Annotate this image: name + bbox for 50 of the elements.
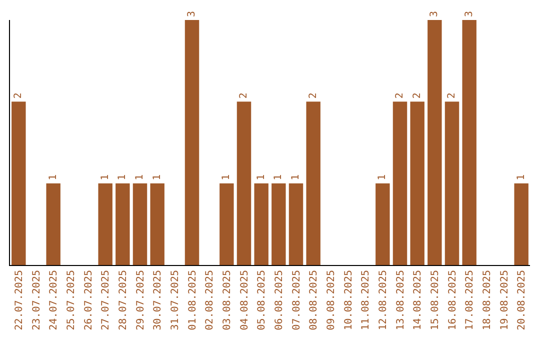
- x-tick-label: 17.08.2025: [464, 270, 476, 330]
- x-tick-label: 08.08.2025: [308, 270, 320, 330]
- data-label: 1: [273, 174, 284, 180]
- data-label: 2: [412, 92, 423, 99]
- x-tick-label: 05.08.2025: [256, 270, 268, 330]
- x-tick-label: 06.08.2025: [274, 270, 285, 330]
- x-tick-label: 07.08.2025: [291, 270, 302, 330]
- x-tick-label: 03.08.2025: [222, 270, 233, 330]
- data-label: 1: [134, 174, 146, 180]
- x-tick-label: 15.08.2025: [430, 270, 441, 330]
- data-label: 2: [13, 92, 24, 99]
- x-tick-label: 22.07.2025: [14, 270, 25, 330]
- x-tick-label: 13.08.2025: [395, 270, 406, 330]
- x-tick-label: 29.07.2025: [135, 270, 146, 330]
- x-tick-label: 28.07.2025: [118, 270, 129, 330]
- x-tick-label: 23.07.2025: [31, 270, 42, 330]
- data-label: 2: [238, 92, 250, 99]
- data-label: 1: [256, 174, 267, 180]
- x-tick-label: 04.08.2025: [239, 270, 250, 330]
- x-tick-label: 24.07.2025: [48, 270, 60, 330]
- x-tick-label: 10.08.2025: [343, 270, 354, 330]
- x-tick-label: 27.07.2025: [100, 270, 112, 330]
- x-tick-label: 14.08.2025: [412, 270, 424, 330]
- x-tick-label: 16.08.2025: [447, 270, 458, 330]
- x-tick-label: 31.07.2025: [170, 270, 181, 330]
- data-label: 1: [117, 174, 128, 180]
- data-label: 3: [186, 10, 198, 17]
- x-tick-label: 20.08.2025: [516, 270, 528, 330]
- x-tick-label: 09.08.2025: [326, 270, 337, 330]
- data-label: 3: [464, 10, 475, 17]
- data-label: 2: [394, 92, 406, 99]
- data-label: 1: [48, 174, 59, 180]
- x-tick-label: 12.08.2025: [378, 270, 389, 330]
- data-label: 1: [152, 174, 163, 180]
- x-tick-label: 01.08.2025: [187, 270, 198, 330]
- x-tick-label: 30.07.2025: [152, 270, 164, 330]
- x-tick-label: 26.07.2025: [83, 270, 94, 330]
- x-tick-label: 02.08.2025: [204, 270, 216, 330]
- x-tick-label: 19.08.2025: [499, 270, 510, 330]
- data-label: 1: [100, 174, 111, 180]
- data-label: 1: [290, 174, 302, 180]
- x-tick-label: 18.08.2025: [482, 270, 493, 330]
- data-label: 3: [429, 10, 440, 17]
- data-label: 1: [377, 174, 388, 180]
- x-tick-label: 25.07.2025: [66, 270, 77, 330]
- x-tick-label: 11.08.2025: [360, 270, 372, 330]
- data-label: 1: [516, 174, 527, 180]
- data-label: 2: [308, 92, 319, 99]
- data-label: 1: [221, 174, 232, 180]
- data-label: 2: [446, 92, 458, 99]
